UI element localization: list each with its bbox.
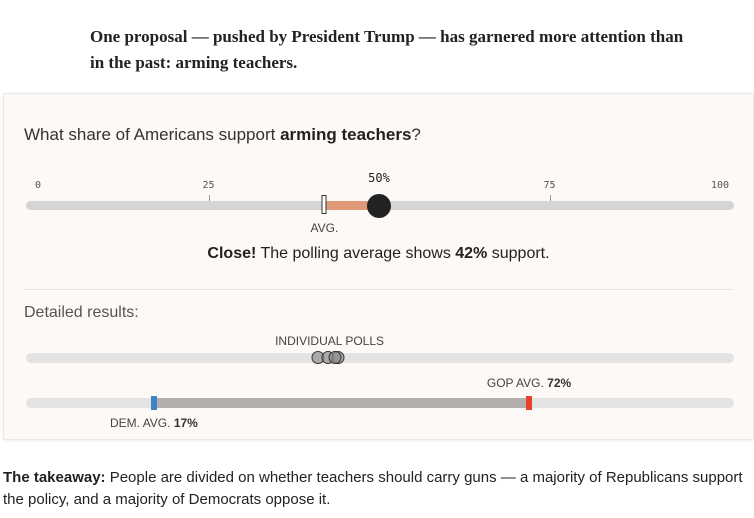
- question-topic: arming teachers: [280, 125, 412, 144]
- individual-polls-label: INDIVIDUAL POLLS: [275, 334, 385, 348]
- scale-tick: [208, 195, 210, 206]
- quiz-card: What share of Americans support arming t…: [3, 93, 754, 440]
- takeaway-heading: The takeaway:: [3, 469, 106, 486]
- scale-tick-label: 100: [710, 180, 730, 191]
- dem-average-label: DEM. AVG. 17%: [110, 416, 198, 430]
- takeaway-text: People are divided on whether teachers s…: [3, 469, 743, 508]
- polls-track: [26, 353, 734, 363]
- result-verdict: Close!: [207, 245, 257, 262]
- dem-value: 17%: [173, 416, 198, 430]
- gop-average-marker: [526, 396, 533, 410]
- gop-label-text: GOP AVG.: [486, 376, 544, 390]
- question-prefix: What share of Americans support: [24, 125, 281, 144]
- divider: [24, 289, 733, 290]
- dem-label-text: DEM. AVG.: [110, 416, 171, 430]
- gop-value: 72%: [547, 376, 572, 390]
- guess-value-label: 50%: [368, 171, 390, 185]
- gop-average-label: GOP AVG. 72%: [487, 376, 571, 390]
- scale-tick: [549, 195, 551, 206]
- result-value: 42%: [455, 245, 488, 262]
- scale-tick-label: 25: [202, 180, 215, 191]
- detailed-results-heading: Detailed results:: [24, 304, 139, 321]
- difference-bar: [324, 201, 379, 210]
- takeaway-paragraph: The takeaway: People are divided on whet…: [3, 467, 748, 511]
- guess-slider-handle[interactable]: [367, 194, 391, 218]
- result-text-after: support.: [487, 245, 550, 262]
- party-range-bar: [153, 398, 530, 408]
- result-text: Close! The polling average shows 42% sup…: [4, 245, 753, 263]
- scale-tick-label: 75: [543, 180, 556, 191]
- average-label: AVG.: [310, 221, 339, 235]
- average-marker: [321, 195, 327, 214]
- intro-paragraph: One proposal — pushed by President Trump…: [90, 27, 684, 72]
- scale-tick-label: 0: [34, 180, 42, 191]
- dem-average-marker: [150, 396, 157, 410]
- result-text-before: The polling average shows: [256, 245, 456, 262]
- poll-dot: [328, 351, 342, 364]
- question-suffix: ?: [411, 125, 421, 144]
- question-title: What share of Americans support arming t…: [24, 125, 421, 145]
